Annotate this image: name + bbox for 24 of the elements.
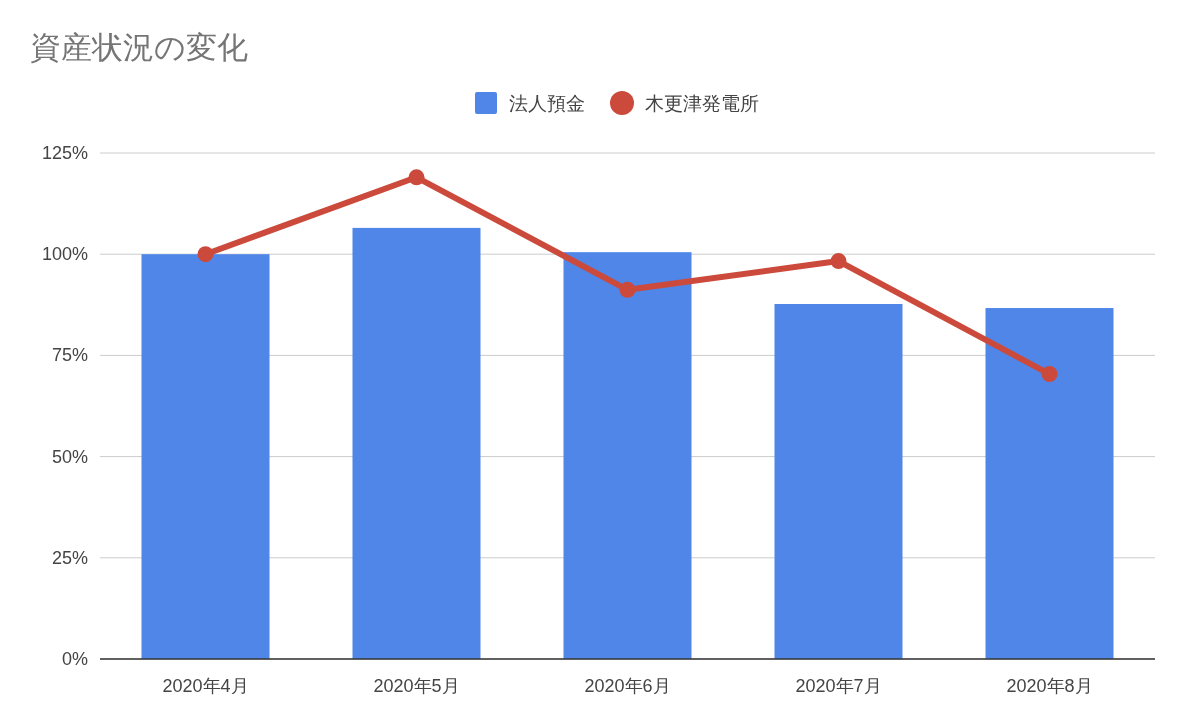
y-tick-label: 50% — [51, 446, 88, 467]
bar — [352, 227, 481, 659]
x-tick-label: 2020年6月 — [584, 676, 671, 696]
bar — [141, 254, 270, 659]
point — [197, 246, 214, 263]
point — [1041, 366, 1058, 383]
y-tick-label: 25% — [51, 547, 88, 568]
y-tick-label: 125% — [41, 143, 88, 163]
y-tick-label: 75% — [51, 345, 88, 366]
x-tick-label: 2020年8月 — [1006, 676, 1093, 696]
bar — [985, 308, 1114, 659]
point — [408, 169, 425, 186]
bar — [774, 303, 903, 659]
legend-label: 木更津発電所 — [645, 93, 759, 114]
x-tick-label: 2020年7月 — [795, 676, 882, 696]
point — [830, 253, 847, 270]
point — [619, 281, 636, 298]
x-tick-label: 2020年4月 — [162, 676, 249, 696]
y-tick-label: 100% — [41, 244, 88, 265]
legend-label: 法人預金 — [509, 93, 585, 114]
x-tick-label: 2020年5月 — [373, 676, 460, 696]
y-tick-label: 0% — [61, 649, 88, 669]
chart-title: 資産状況の変化 — [30, 30, 248, 65]
bar — [563, 252, 692, 659]
